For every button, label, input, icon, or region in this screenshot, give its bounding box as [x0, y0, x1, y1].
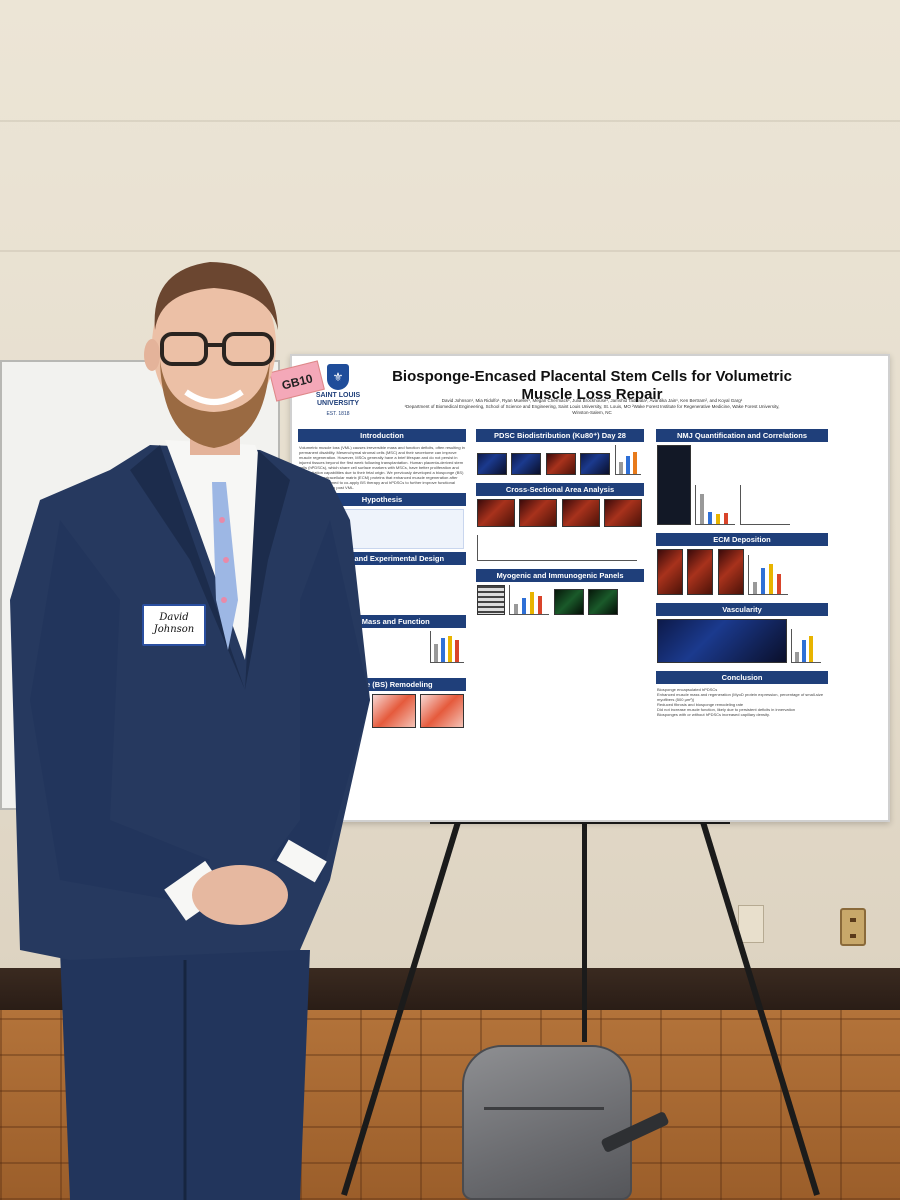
- group-item: H-PDSC-BS: [299, 583, 322, 588]
- poster-affiliations: ¹Department of Biomedical Engineering, S…: [404, 404, 780, 415]
- ecm-panels: [657, 549, 827, 600]
- bar-plot: [509, 585, 550, 615]
- western-blot-image: [477, 585, 505, 615]
- biodistribution-panels: [477, 445, 643, 480]
- microscopy-image: [477, 453, 507, 475]
- poster-header: ⚜ SAINT LOUIS UNIVERSITY EST. 1818 Biosp…: [292, 356, 888, 418]
- conclusion-item: Enhanced muscle mass and regeneration (M…: [657, 692, 824, 702]
- section-heading-myogenic: Myogenic and Immunogenic Panels: [476, 569, 644, 582]
- bar-plot: [791, 629, 822, 663]
- myogenic-panels: [477, 585, 643, 620]
- wall-panel-line: [0, 120, 900, 122]
- name-tag: David Johnson: [142, 604, 206, 646]
- microscopy-image: [604, 499, 643, 527]
- section-heading-remodeling: Biosponge (BS) Remodeling: [298, 678, 466, 691]
- section-heading-methods: Materials and Experimental Design: [298, 552, 466, 565]
- easel-leg-center: [582, 822, 587, 1042]
- university-est: EST. 1818: [326, 411, 350, 417]
- microscopy-image: [717, 549, 744, 595]
- name-tag-first: David: [159, 612, 189, 623]
- backpack-zipper: [484, 1107, 604, 1110]
- university-logo: ⚜ SAINT LOUIS UNIVERSITY EST. 1818: [312, 364, 364, 418]
- conclusion-item: Did not increase muscle function, likely…: [657, 707, 796, 712]
- poster-column-left: Introduction Volumetric muscle loss (VML…: [296, 426, 468, 814]
- conclusion-item: Biosponge encapsulated hPDSCs: [657, 687, 718, 692]
- histology-image: [420, 694, 464, 728]
- csa-panels: [477, 499, 643, 566]
- histology-image: [371, 694, 416, 728]
- scatter-plot: [739, 485, 790, 525]
- research-poster: ⚜ SAINT LOUIS UNIVERSITY EST. 1818 Biosp…: [290, 354, 890, 822]
- poster-column-right: NMJ Quantification and Correlations ECM …: [654, 426, 830, 814]
- introduction-text: Volumetric muscle loss (VML) causes irre…: [299, 445, 465, 490]
- section-heading-vascularity: Vascularity: [656, 603, 828, 616]
- bar-plot: [430, 631, 464, 663]
- microscopy-image: [687, 549, 714, 595]
- vascularity-panels: [657, 619, 827, 668]
- section-heading-introduction: Introduction: [298, 429, 466, 442]
- section-heading-nmj: NMJ Quantification and Correlations: [656, 429, 828, 442]
- microscopy-image: [545, 453, 576, 475]
- wall-outlet: [840, 908, 866, 946]
- poster-authors: David Johnson¹, Mia Ridolfo¹, Ryan Muell…: [402, 398, 782, 416]
- microscopy-image: [657, 445, 691, 525]
- whiteboard: [0, 360, 280, 810]
- microscopy-image: [657, 549, 683, 595]
- poster-column-middle: PDSC Biodistribution (Ku80⁺) Day 28 Cros…: [474, 426, 646, 814]
- mass-function-charts: [300, 631, 464, 675]
- distribution-histogram: [477, 535, 637, 561]
- section-heading-mass-function: Muscle Mass and Function: [298, 615, 466, 628]
- nmj-panels: [657, 445, 827, 530]
- microscopy-image: [511, 453, 542, 475]
- section-heading-ecm: ECM Deposition: [656, 533, 828, 546]
- hypothesis-diagram: [300, 509, 464, 549]
- university-name: SAINT LOUIS UNIVERSITY: [315, 392, 361, 407]
- parquet-floor: [0, 1010, 900, 1200]
- microscopy-image: [588, 589, 619, 615]
- conclusion-item: Biosponges with or without hPDSCs increa…: [657, 712, 770, 717]
- wall-switch-plate: [738, 905, 764, 943]
- backpack: [462, 1045, 632, 1200]
- wall-panel-line: [0, 250, 900, 252]
- section-heading-hypothesis: Hypothesis: [298, 493, 466, 506]
- conclusion-list: Biosponge encapsulated hPDSCs Enhanced m…: [654, 687, 830, 717]
- microscopy-image: [477, 499, 515, 527]
- conclusion-item: Reduced fibrosis and biosponge remodelin…: [657, 702, 744, 707]
- bar-plot: [748, 555, 789, 595]
- remodeling-panels: [300, 694, 464, 733]
- poster-author-list: David Johnson¹, Mia Ridolfo¹, Ryan Muell…: [441, 398, 743, 403]
- groups-list: No Repair (VML) Acellular (BS) N-PDSC-BS…: [296, 568, 468, 612]
- bar-plot: [614, 445, 641, 475]
- microscopy-image: [553, 589, 584, 615]
- microscopy-image: [561, 499, 600, 527]
- baseboard: [0, 968, 900, 1010]
- section-heading-biodistribution: PDSC Biodistribution (Ku80⁺) Day 28: [476, 429, 644, 442]
- bar-plot: [695, 485, 736, 525]
- section-heading-csa: Cross-Sectional Area Analysis: [476, 483, 644, 496]
- microscopy-image: [519, 499, 558, 527]
- name-tag-last: Johnson: [153, 624, 195, 635]
- poster-title: Biosponge-Encased Placental Stem Cells f…: [392, 368, 792, 403]
- fleur-de-lis-icon: ⚜: [327, 364, 349, 390]
- microscopy-image: [657, 619, 787, 663]
- microscopy-image: [580, 453, 611, 475]
- section-heading-conclusion: Conclusion: [656, 671, 828, 684]
